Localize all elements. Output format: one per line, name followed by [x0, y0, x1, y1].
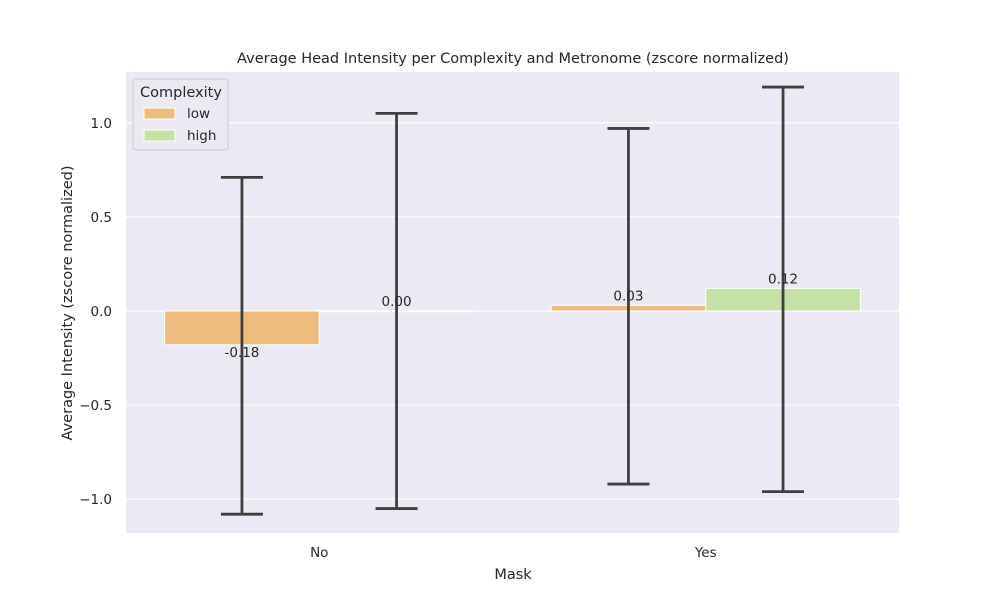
- data-label-high: 0.12: [768, 271, 798, 287]
- legend-title: Complexity: [140, 85, 222, 101]
- y-tick-label: −0.5: [79, 398, 112, 414]
- legend-swatch-low: [143, 107, 176, 120]
- x-tick-label: No: [310, 545, 328, 561]
- y-tick-label: 0.0: [91, 304, 112, 320]
- chart-title: Average Head Intensity per Complexity an…: [237, 51, 789, 67]
- errorbars-group: [220, 85, 805, 516]
- x-axis-label: Mask: [494, 567, 532, 583]
- y-tick-labels: −1.0 −0.5 0.0 0.5 1.0: [79, 116, 112, 508]
- legend: Complexity low high: [132, 78, 229, 151]
- data-label-low: 0.03: [613, 288, 643, 304]
- data-label-low: -0.18: [224, 345, 259, 361]
- y-axis-label: Average Intensity (zscore normalized): [60, 166, 76, 441]
- y-tick-label: −1.0: [79, 492, 112, 508]
- legend-label-low: low: [187, 106, 210, 122]
- data-label-high: 0.00: [382, 294, 412, 310]
- data-labels-group: -0.18 0.03 0.00 0.12: [224, 271, 798, 360]
- x-tick-labels: No Yes: [310, 545, 717, 561]
- y-tick-label: 1.0: [91, 116, 112, 132]
- y-tick-label: 0.5: [91, 210, 112, 226]
- legend-label-high: high: [187, 128, 216, 144]
- x-tick-label: Yes: [694, 545, 717, 561]
- legend-swatch-high: [143, 129, 176, 142]
